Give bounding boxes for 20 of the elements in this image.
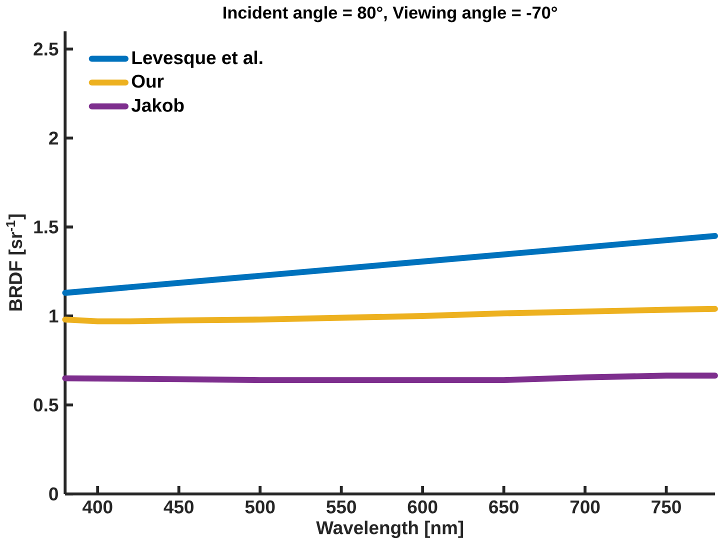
x-tick-label: 600 bbox=[408, 500, 438, 514]
y-tick-label: 2 bbox=[49, 131, 58, 144]
x-axis-title: Wavelength [nm] bbox=[316, 520, 464, 538]
x-tick-label: 700 bbox=[570, 500, 600, 514]
y-tick-label: 2.5 bbox=[34, 42, 58, 56]
y-tick-label: 0.5 bbox=[34, 398, 58, 412]
chart-title: Incident angle = 80°, Viewing angle = -70° bbox=[224, 6, 558, 22]
x-tick-label: 500 bbox=[245, 500, 275, 514]
x-tick-label: 400 bbox=[82, 500, 112, 514]
legend-label: Our bbox=[132, 74, 164, 88]
x-tick-label: 450 bbox=[164, 500, 194, 514]
y-tick-label: 0 bbox=[49, 487, 58, 500]
legend-label: Jakob bbox=[131, 98, 184, 112]
y-axis-title: BRDF [sr$^{-1}$] bbox=[6, 214, 26, 310]
x-tick-label: 750 bbox=[652, 500, 681, 514]
x-tick-label: 650 bbox=[489, 500, 518, 514]
y-tick-label: 1 bbox=[50, 310, 58, 322]
legend-label: Levesque et al. bbox=[132, 50, 262, 68]
x-tick-label: 550 bbox=[326, 500, 356, 514]
y-tick-label: 1.5 bbox=[34, 220, 58, 234]
